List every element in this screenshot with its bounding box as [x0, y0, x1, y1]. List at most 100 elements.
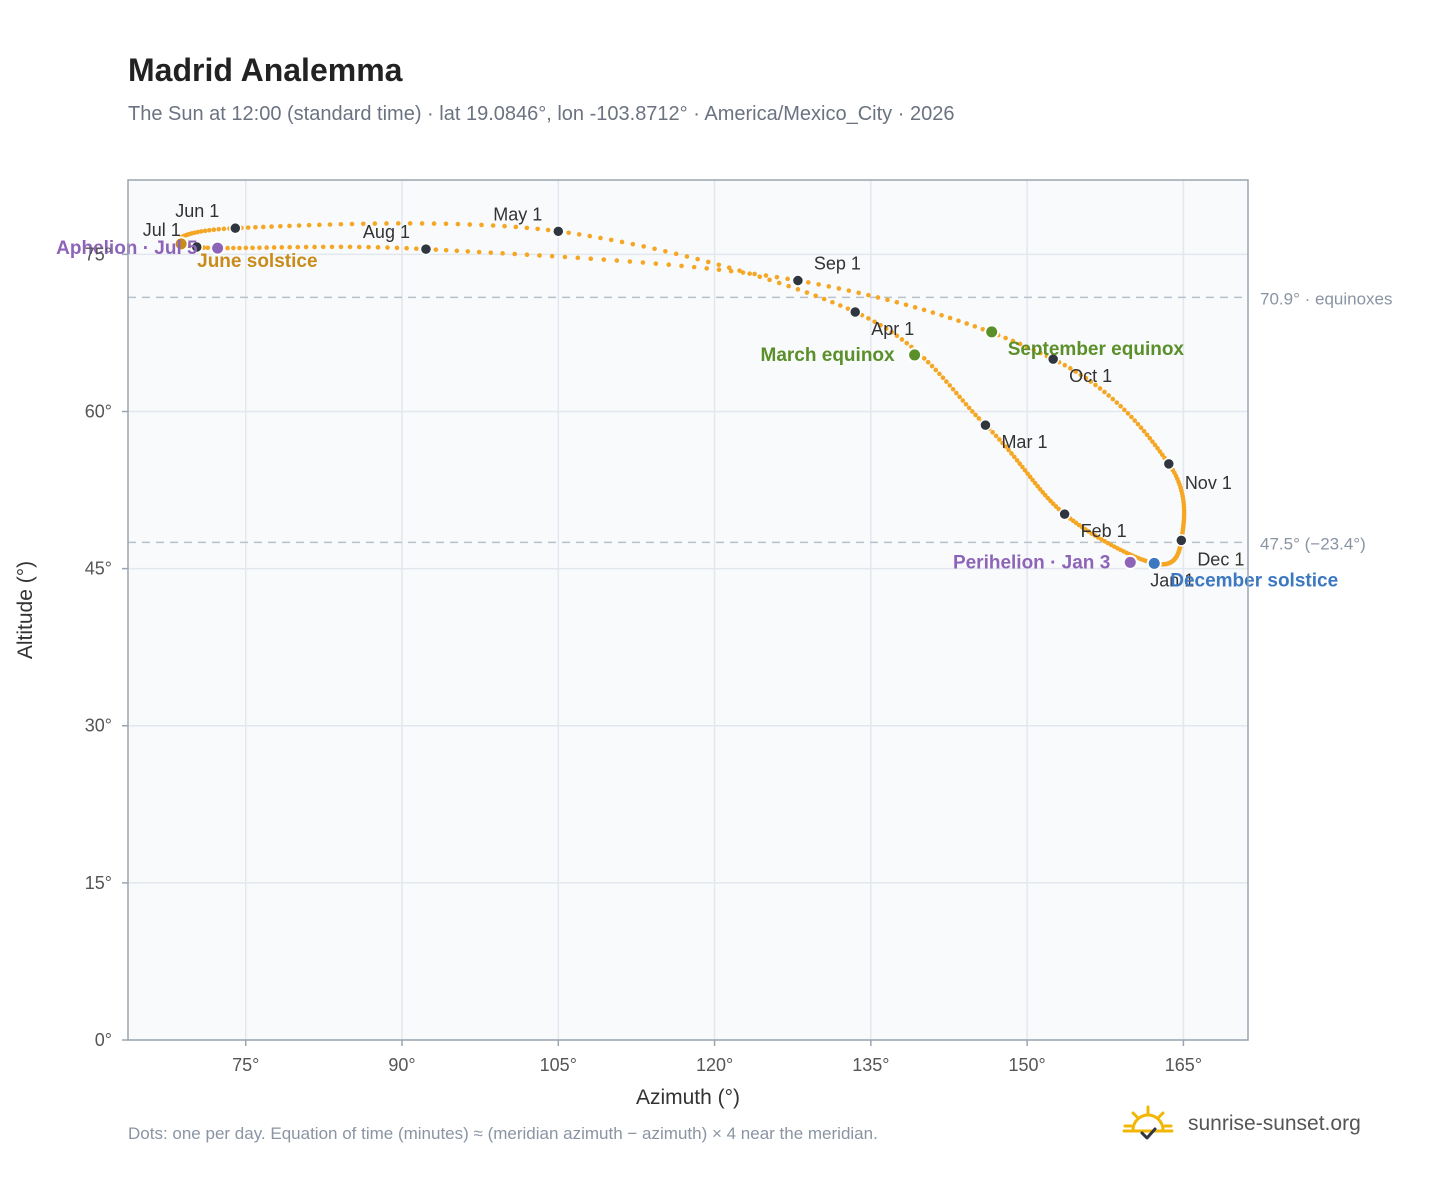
daily-sun-dot: [566, 230, 571, 236]
reference-line-label: 70.9° · equinoxes: [1260, 289, 1393, 308]
daily-sun-dot: [467, 222, 473, 227]
daily-sun-dot: [933, 367, 939, 373]
daily-sun-dot: [338, 221, 344, 227]
month-marker-label: Jun 1: [175, 201, 219, 221]
daily-sun-dot: [921, 307, 927, 313]
daily-sun-dot: [1032, 480, 1038, 486]
daily-sun-dot: [1093, 382, 1098, 388]
daily-sun-dot: [663, 248, 668, 254]
x-tick-label: 75°: [232, 1055, 259, 1075]
daily-sun-dot: [1073, 369, 1078, 374]
daily-sun-dot: [960, 398, 966, 403]
daily-sun-dot: [838, 303, 843, 308]
daily-sun-dot: [490, 223, 496, 228]
daily-sun-dot: [260, 224, 266, 230]
daily-sun-dot: [894, 299, 900, 305]
daily-sun-dot: [774, 274, 780, 280]
daily-sun-dot: [856, 290, 861, 296]
daily-sun-dot: [1024, 344, 1030, 350]
daily-sun-dot: [375, 245, 381, 250]
daily-sun-dot: [1141, 428, 1147, 434]
daily-sun-dot: [545, 227, 551, 233]
daily-sun-dot: [716, 262, 722, 268]
daily-sun-dot: [684, 254, 690, 259]
month-marker-label: Apr 1: [871, 319, 914, 339]
x-tick-label: 120°: [696, 1055, 733, 1075]
daily-sun-dot: [963, 401, 969, 407]
daily-sun-dot: [1006, 447, 1011, 453]
daily-sun-dot: [737, 268, 742, 273]
daily-sun-dot: [627, 259, 633, 264]
daily-sun-dot: [1000, 440, 1005, 446]
x-tick-label: 135°: [852, 1055, 889, 1075]
daily-sun-dot: [980, 326, 986, 332]
daily-sun-dot: [785, 276, 790, 282]
daily-sun-dot: [269, 224, 274, 229]
daily-sun-dot: [225, 245, 230, 251]
daily-sun-dot: [287, 244, 292, 250]
daily-sun-dot: [921, 356, 927, 361]
daily-sun-dot: [1040, 490, 1046, 495]
daily-sun-dot: [972, 324, 978, 329]
daily-sun-dot: [588, 256, 594, 261]
daily-sun-dot: [1132, 418, 1138, 423]
daily-sun-dot: [419, 221, 425, 226]
daily-sun-dot: [947, 383, 953, 388]
daily-sun-dot: [1003, 444, 1008, 449]
daily-sun-dot: [973, 412, 978, 418]
daily-sun-dot: [885, 297, 890, 303]
daily-sun-dot: [1135, 421, 1141, 427]
daily-sun-dot: [1125, 411, 1131, 416]
daily-sun-dot: [317, 222, 322, 228]
daily-sun-dot: [704, 266, 709, 271]
daily-sun-dot: [356, 244, 362, 250]
daily-sun-dot: [878, 322, 883, 328]
daily-sun-dot: [278, 223, 283, 229]
daily-sun-dot: [716, 267, 722, 272]
daily-sun-dot: [813, 293, 818, 299]
daily-sun-dot: [666, 262, 672, 268]
chart-footnote: Dots: one per day. Equation of time (min…: [128, 1124, 878, 1143]
daily-sun-dot: [966, 405, 972, 411]
daily-sun-dot: [964, 321, 970, 326]
daily-sun-dot: [320, 244, 326, 250]
daily-sun-dot: [866, 292, 871, 298]
daily-sun-dot: [349, 221, 355, 227]
month-marker: [229, 221, 242, 235]
daily-sun-dot: [1003, 335, 1008, 341]
daily-sun-dot: [679, 263, 684, 269]
daily-sun-dot: [944, 379, 949, 384]
daily-sun-dot: [752, 271, 757, 277]
daily-sun-dot: [940, 375, 946, 381]
daily-sun-dot: [287, 223, 292, 229]
daily-sun-dot: [601, 257, 607, 262]
daily-sun-dot: [524, 225, 530, 231]
month-marker-label: Dec 1: [1197, 549, 1244, 569]
daily-sun-dot: [271, 245, 277, 250]
daily-sun-dot: [726, 265, 732, 270]
month-marker: [791, 274, 805, 287]
plot-frame: [127, 179, 1249, 1041]
daily-sun-dot: [872, 319, 877, 325]
daily-sun-dot: [1031, 347, 1037, 353]
daily-sun-dot: [845, 306, 851, 312]
daily-sun-dot: [1106, 393, 1112, 398]
daily-sun-dot: [250, 245, 255, 251]
daily-sun-dot: [1122, 407, 1127, 413]
daily-sun-dot: [205, 245, 211, 251]
daily-sun-dot: [394, 245, 400, 251]
daily-sun-dot: [804, 290, 810, 295]
daily-sun-dot: [957, 394, 962, 400]
daily-sun-dot: [1027, 474, 1033, 480]
daily-sun-dot: [795, 287, 801, 292]
daily-sun-dot: [1083, 375, 1089, 381]
y-tick-label: 15°: [85, 873, 112, 893]
daily-sun-dot: [245, 225, 251, 230]
daily-sun-dot: [372, 221, 378, 226]
daily-sun-dot: [970, 409, 975, 414]
event-label: December solstice: [1170, 570, 1338, 591]
daily-sun-dot: [1017, 461, 1023, 467]
daily-sun-dot: [1097, 386, 1103, 391]
daily-sun-dot: [443, 221, 449, 227]
